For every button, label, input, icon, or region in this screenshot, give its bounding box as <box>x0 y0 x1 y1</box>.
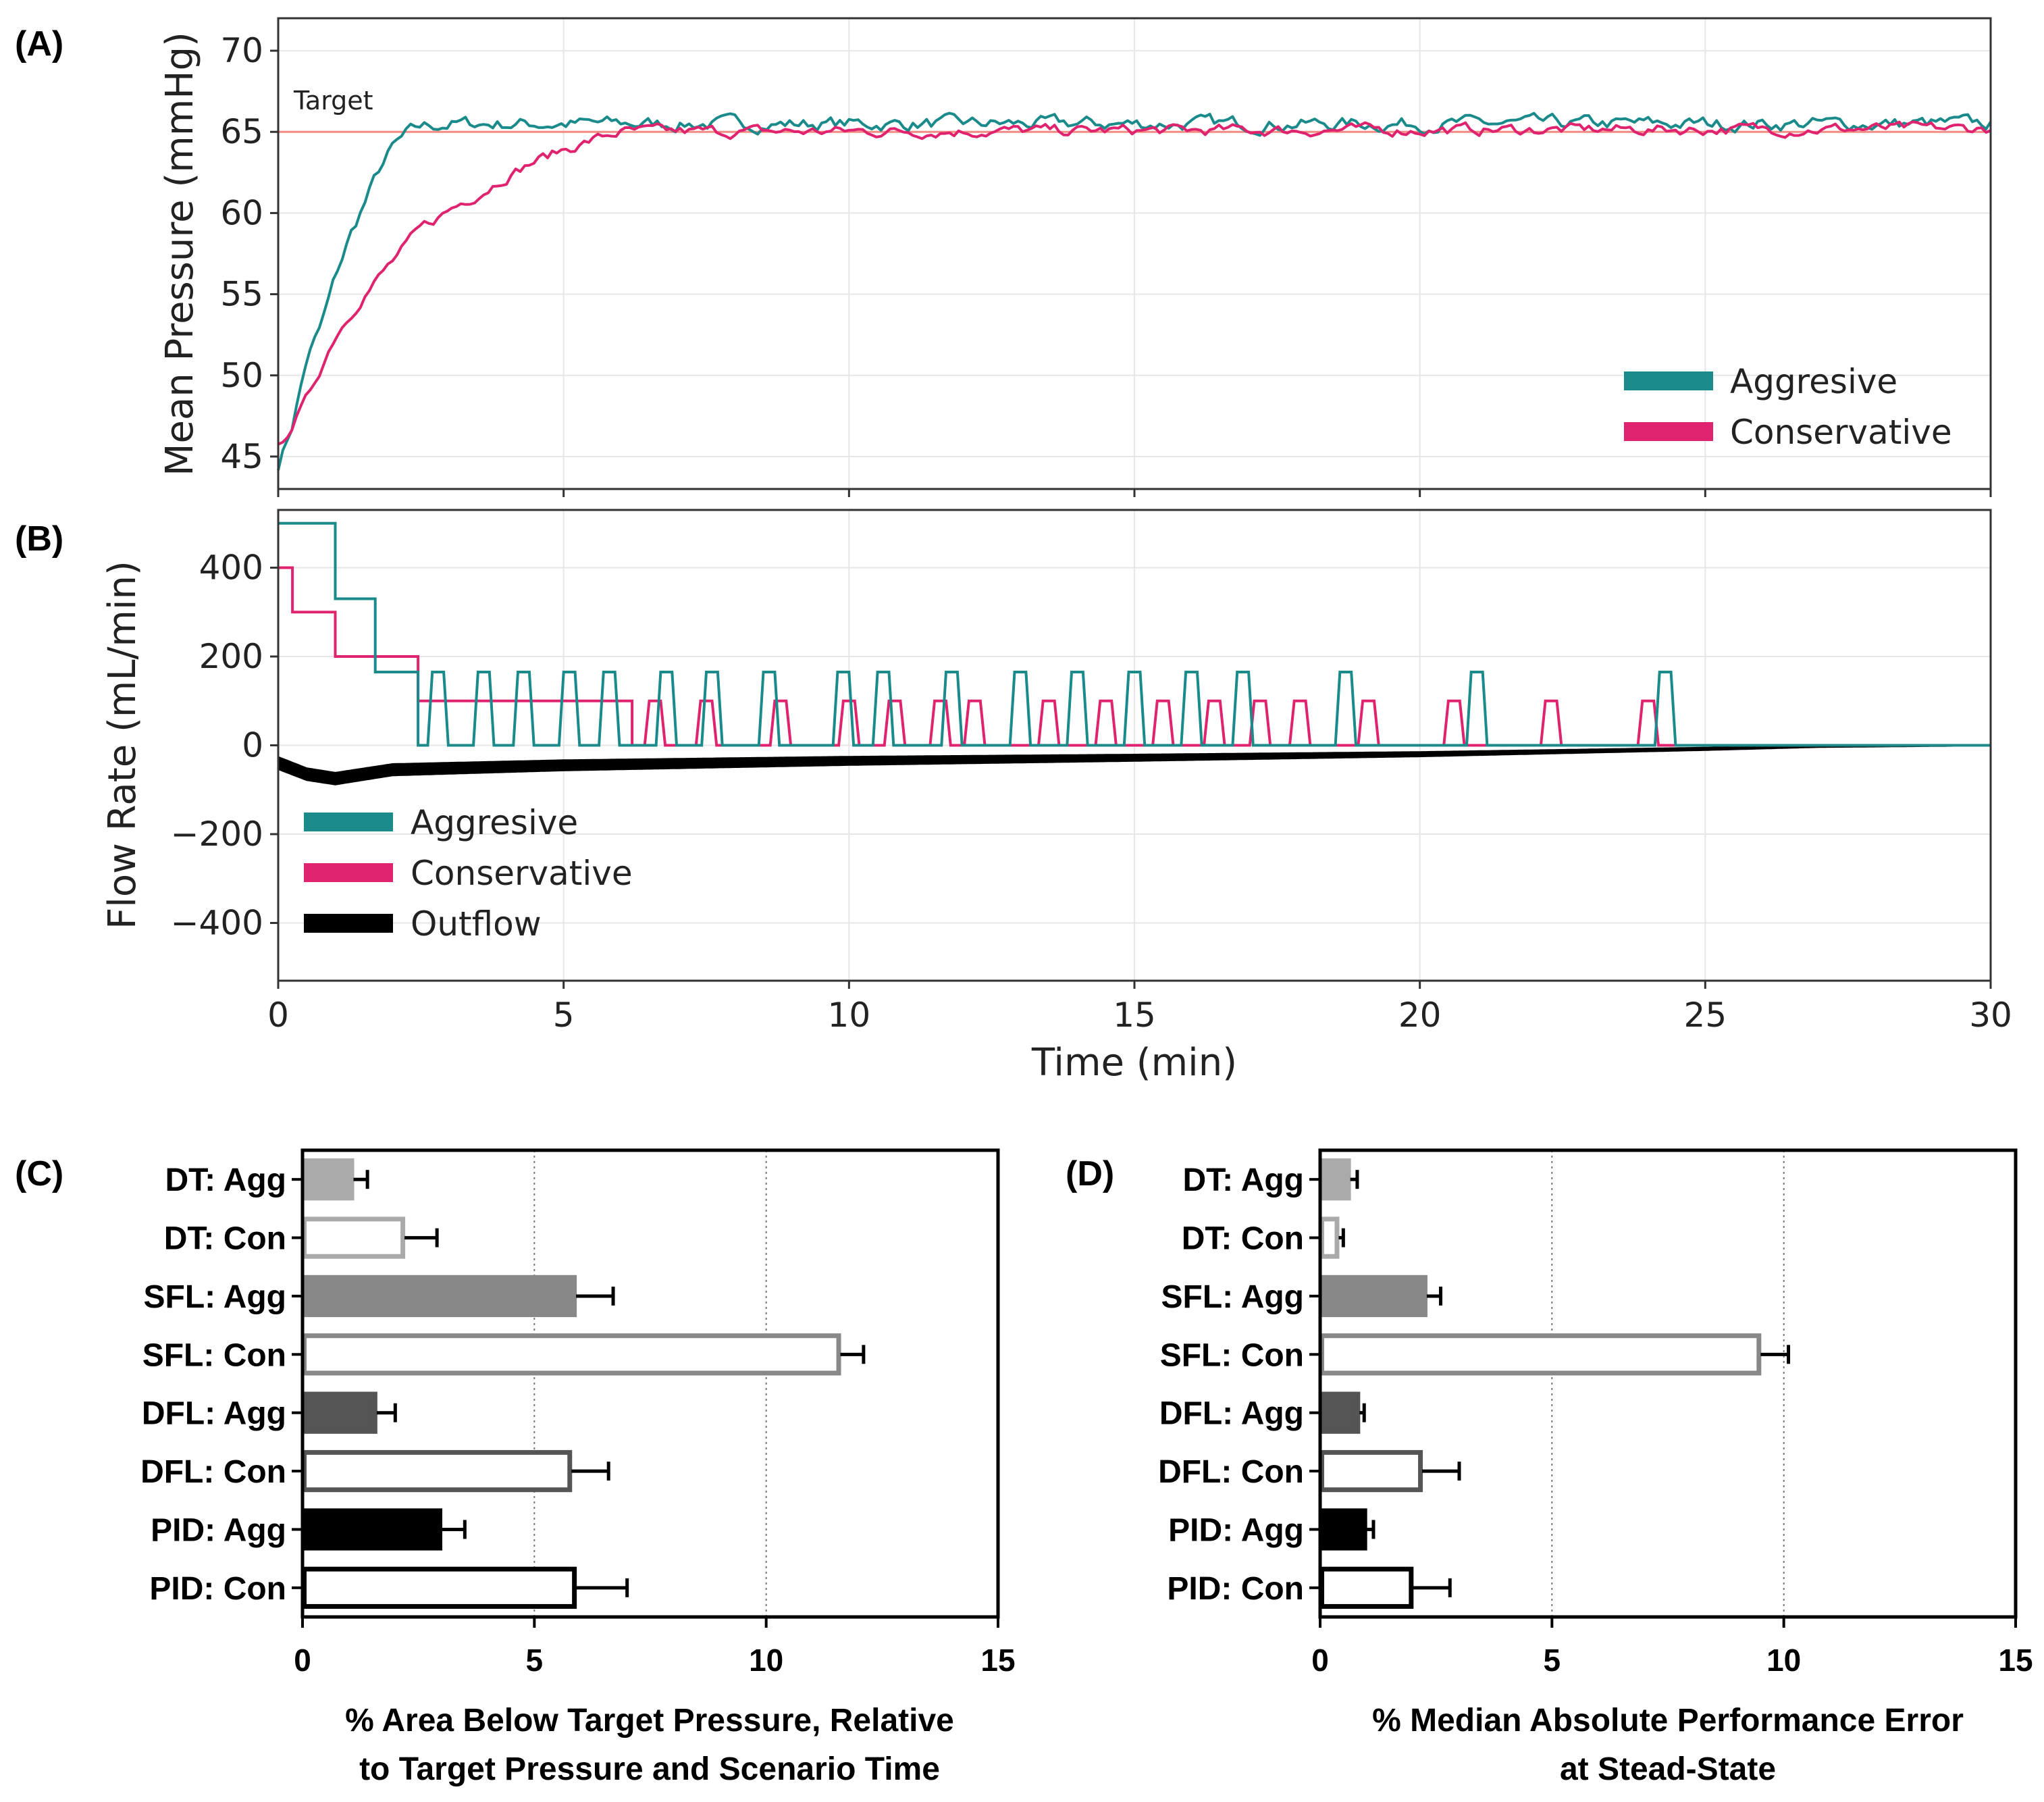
y-tick-a-label-0: 45 <box>220 437 263 476</box>
panel-d-bar-chart: (D) DT: Agg DT: Con SFL: Agg SFL: Con DFL: A… <box>1066 1148 2033 1787</box>
y-tick-a-label-1: 50 <box>220 356 263 395</box>
panel-d-category-label-2: SFL: Agg <box>1161 1279 1305 1315</box>
panel-b-ticks: 400 200 0 −200 −400 0 5 10 15 20 25 30 <box>171 548 2012 1035</box>
panel-c-x-tick-label-3: 15 <box>980 1643 1015 1678</box>
x-tick-b-label-5: 25 <box>1684 996 1727 1035</box>
panel-c-category-label-6: PID: Agg <box>151 1512 286 1548</box>
legend-b-conservative-swatch <box>304 863 393 882</box>
legend-a-conservative-label: Conservative <box>1730 413 1952 452</box>
panel-a-pressure-chart: (A) Target 45 50 55 60 65 70 Mean Pressure (m… <box>15 17 1992 497</box>
panel-c-bar-5 <box>302 1449 573 1493</box>
panel-d-category-label-4: DFL: Agg <box>1159 1396 1304 1432</box>
panel-d-x-axis-label-line2: at Stead-State <box>1560 1751 1776 1787</box>
panel-c-bar-3 <box>302 1333 841 1376</box>
panel-d-x-tick-label-3: 15 <box>1998 1643 2033 1678</box>
panel-c-x-tick-label-1: 5 <box>526 1643 544 1678</box>
x-tick-b-label-3: 15 <box>1113 996 1156 1035</box>
panel-d-bar-3 <box>1319 1333 1762 1376</box>
legend-b-conservative-label: Conservative <box>411 854 633 893</box>
panel-b-x-axis-label: Time (min) <box>1031 1041 1237 1085</box>
panel-c-label: (C) <box>15 1154 63 1193</box>
panel-d-bar-7 <box>1319 1566 1414 1609</box>
x-tick-b-label-0: 0 <box>267 996 289 1035</box>
panel-d-x-tick-label-0: 0 <box>1311 1643 1329 1678</box>
legend-b-outflow-swatch <box>304 914 393 933</box>
x-tick-b-label-6: 30 <box>1969 996 2012 1035</box>
panel-d-bar-0 <box>1319 1158 1351 1201</box>
panel-c-bar-4 <box>302 1391 377 1434</box>
panel-c-frame <box>300 1148 1000 1619</box>
panel-c-category-label-3: SFL: Con <box>142 1337 286 1373</box>
panel-d-category-label-1: DT: Con <box>1182 1221 1304 1257</box>
panel-c-bar-7 <box>302 1566 577 1609</box>
series-b-aggressive-line <box>278 521 1991 747</box>
panel-c-bar-1 <box>302 1216 406 1259</box>
panel-c-plot: DT: Agg DT: Con SFL: Agg SFL: Con DFL: Agg DF… <box>140 1148 1016 1678</box>
panel-c-category-label-5: DFL: Con <box>140 1454 286 1490</box>
y-tick-b-label-0: 400 <box>199 548 263 587</box>
panel-c-bar-6 <box>302 1508 442 1551</box>
legend-b-aggressive-swatch <box>304 813 393 831</box>
y-tick-b-label-4: −400 <box>171 904 263 943</box>
panel-b-series <box>278 521 1991 786</box>
panel-c-category-label-4: DFL: Agg <box>142 1396 286 1432</box>
panel-a-label: (A) <box>15 24 63 63</box>
y-tick-b-label-2: 0 <box>242 726 263 765</box>
panel-d-plot: DT: Agg DT: Con SFL: Agg SFL: Con DFL: Agg DF… <box>1158 1148 2033 1678</box>
legend-b-outflow-label: Outflow <box>411 904 542 944</box>
target-label: Target <box>293 86 373 115</box>
panel-d-category-label-3: SFL: Con <box>1160 1337 1304 1373</box>
panel-c-category-label-7: PID: Con <box>149 1571 286 1607</box>
legend-a-aggressive-label: Aggresive <box>1730 362 1897 401</box>
panel-d-x-tick-label-2: 10 <box>1766 1643 1801 1678</box>
panel-c-x-axis-label-line2: to Target Pressure and Scenario Time <box>359 1751 940 1787</box>
panel-c-bar-0 <box>302 1158 355 1201</box>
y-tick-a-label-3: 60 <box>220 193 263 232</box>
legend-a-conservative-swatch <box>1624 422 1713 441</box>
panel-b-legend: Aggresive Conservative Outflow <box>304 803 633 944</box>
panel-a-y-axis-label: Mean Pressure (mmHg) <box>158 32 202 476</box>
panel-b-label: (B) <box>15 519 63 559</box>
y-tick-a-label-2: 55 <box>220 275 263 314</box>
panel-d-bar-2 <box>1319 1275 1427 1318</box>
y-tick-b-label-1: 200 <box>199 637 263 676</box>
panel-a-series <box>277 111 1992 471</box>
panel-c-x-tick-label-0: 0 <box>294 1643 311 1678</box>
panel-b-flow-chart: (B) 400 200 0 −200 −400 0 5 10 15 20 25 30 Flow Rat… <box>15 509 2012 1085</box>
panel-c-bar-2 <box>302 1275 577 1318</box>
panel-d-bar-6 <box>1319 1508 1367 1551</box>
panel-d-x-axis-label-line1: % Median Absolute Performance Error <box>1372 1703 1964 1739</box>
panel-d-label: (D) <box>1066 1154 1114 1193</box>
x-tick-b-label-4: 20 <box>1398 996 1442 1035</box>
legend-b-aggressive-label: Aggresive <box>411 803 578 842</box>
y-tick-a-label-5: 70 <box>220 31 263 70</box>
panel-d-bar-4 <box>1319 1391 1361 1434</box>
panel-d-category-label-5: DFL: Con <box>1158 1454 1304 1490</box>
panel-d-frame <box>1318 1148 2018 1619</box>
panel-c-x-tick-label-2: 10 <box>749 1643 783 1678</box>
panel-a-y-ticks: 45 50 55 60 65 70 <box>220 31 1992 497</box>
x-tick-b-label-1: 5 <box>553 996 575 1035</box>
panel-d-bar-5 <box>1319 1449 1423 1493</box>
series-a-aggressive-line <box>277 111 1992 471</box>
panel-c-category-label-0: DT: Agg <box>165 1162 286 1198</box>
panel-d-category-label-7: PID: Con <box>1167 1571 1304 1607</box>
panel-d-x-tick-label-1: 5 <box>1544 1643 1561 1678</box>
panel-c-category-label-2: SFL: Agg <box>144 1279 287 1315</box>
panel-a-legend: Aggresive Conservative <box>1624 362 1952 452</box>
x-tick-b-label-2: 10 <box>828 996 871 1035</box>
series-a-conservative-line <box>278 120 1991 446</box>
panel-b-y-axis-label: Flow Rate (mL/min) <box>101 561 145 929</box>
y-tick-b-label-3: −200 <box>171 815 263 854</box>
panel-c-bar-chart: (C) DT: Agg DT: Con SFL: Agg SFL: Con DFL: A… <box>15 1148 1016 1787</box>
panel-c-category-label-1: DT: Con <box>164 1221 286 1257</box>
panel-c-x-axis-label-line1: % Area Below Target Pressure, Relative <box>345 1703 954 1739</box>
panel-d-category-label-6: PID: Agg <box>1168 1512 1304 1548</box>
legend-a-aggressive-swatch <box>1624 371 1713 390</box>
y-tick-a-label-4: 65 <box>220 112 263 151</box>
panel-d-category-label-0: DT: Agg <box>1182 1162 1304 1198</box>
panel-d-bar-1 <box>1319 1216 1340 1259</box>
